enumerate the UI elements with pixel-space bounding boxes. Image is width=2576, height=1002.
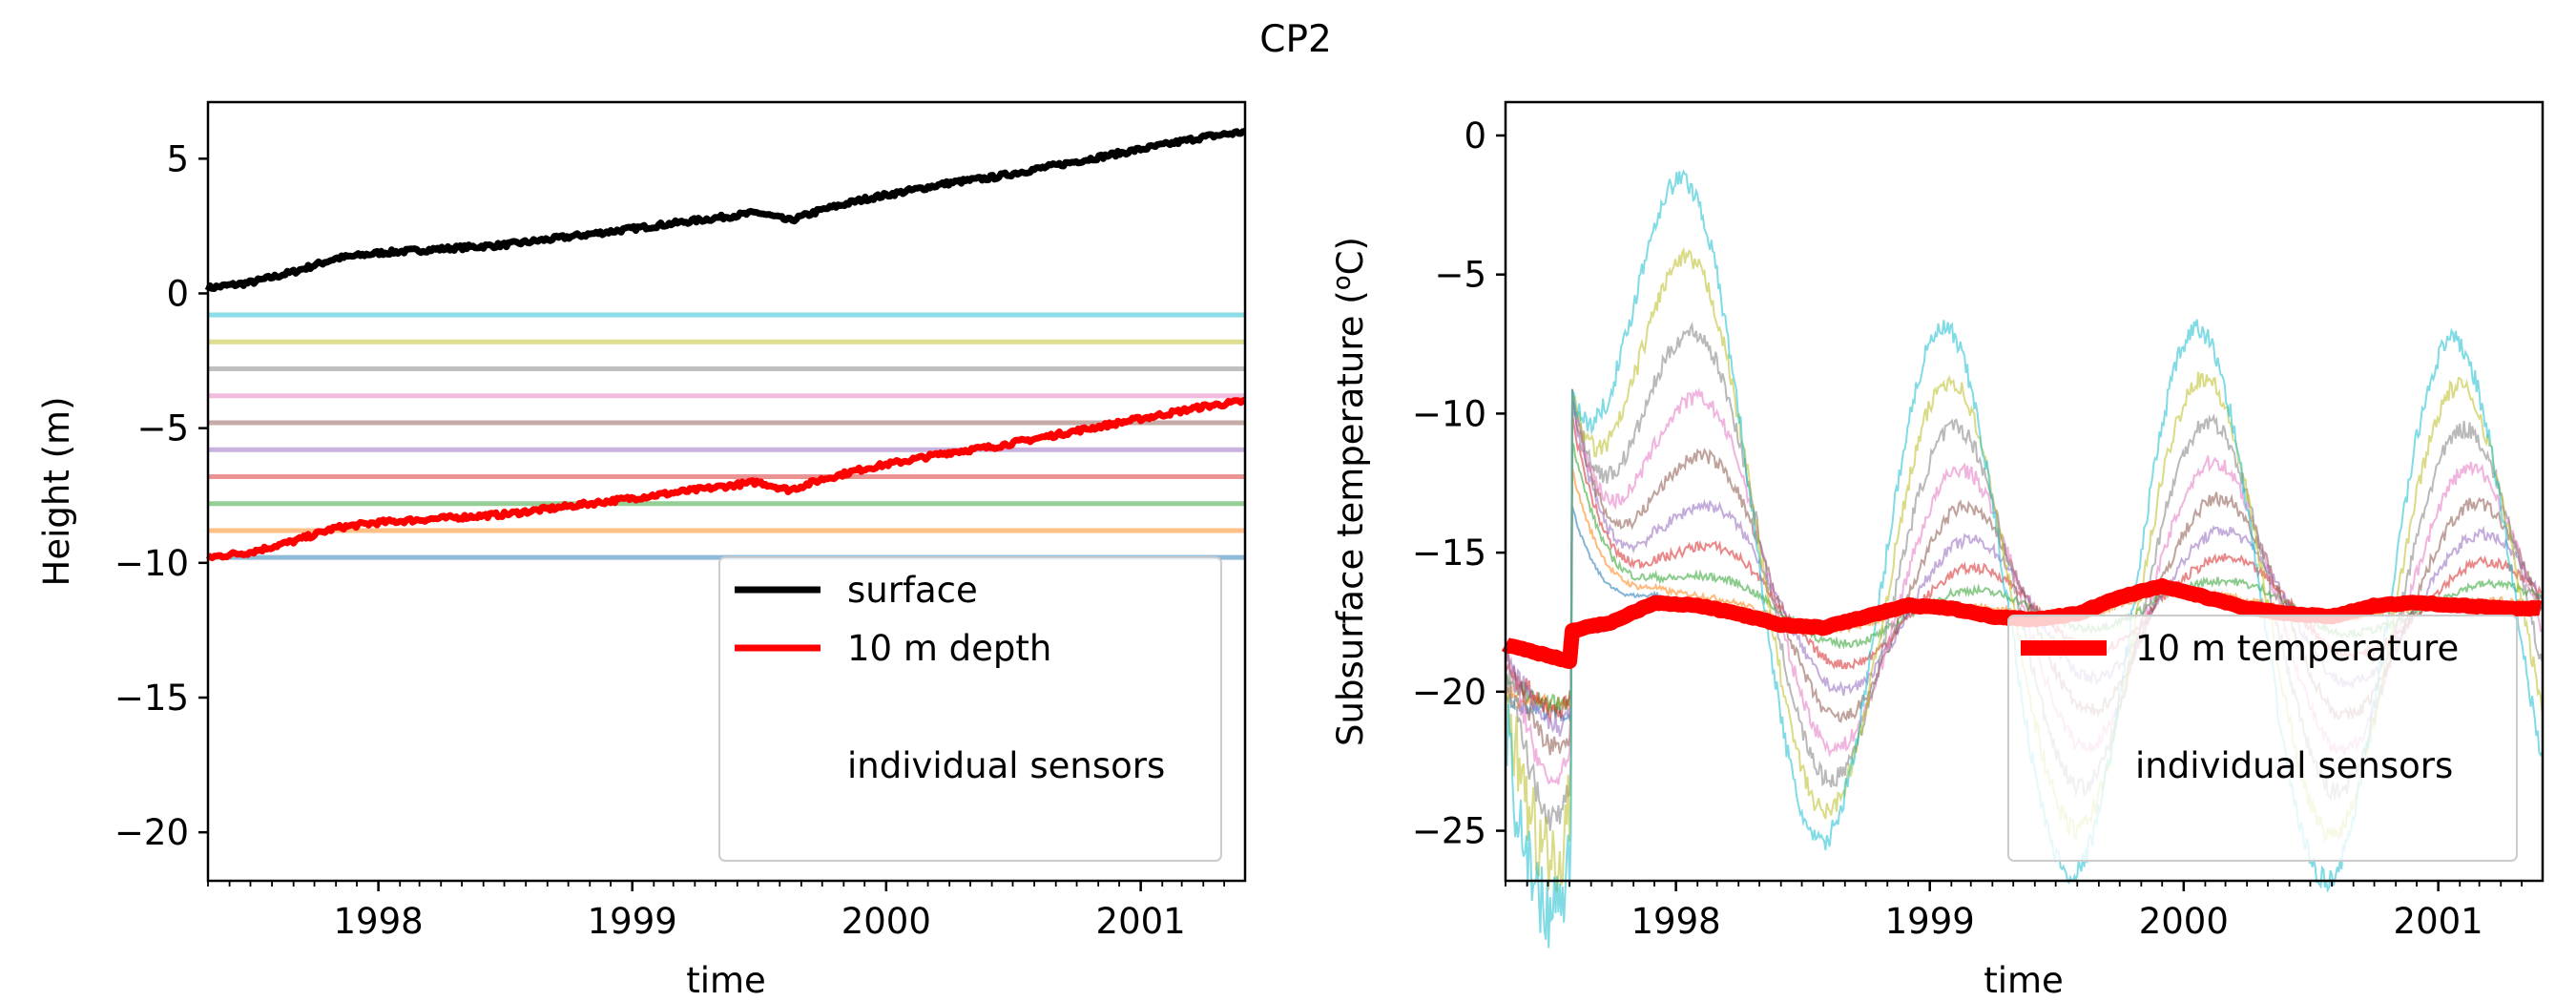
y-tick-label: −5 — [1434, 255, 1486, 296]
surface-line — [204, 128, 1247, 292]
depth-line — [205, 396, 1247, 562]
legend-temperature-label: 10 m temperature — [2135, 628, 2459, 669]
legend: surface 10 m depth individual sensors — [718, 556, 1222, 862]
y-ticks: 0 −5 −10 −15 −20 −25 — [1412, 115, 1506, 852]
x-ticks: 1998 1999 2000 2001 — [1505, 881, 2524, 942]
y-tick-label: −25 — [1412, 811, 1486, 852]
sensor-lines — [208, 312, 1245, 560]
axes-frame — [206, 100, 1247, 883]
y-tick-label: 5 — [166, 138, 189, 179]
legend-sensors-label: individual sensors — [847, 745, 1165, 786]
axes-frame — [1504, 100, 2545, 883]
y-axis-label: Height (m) — [36, 397, 77, 587]
y-tick-label: −20 — [114, 812, 189, 853]
legend-frame — [2007, 615, 2518, 862]
x-tick-label: 2001 — [1096, 901, 1186, 942]
y-tick-label: 0 — [166, 273, 189, 314]
x-tick-label: 1999 — [1885, 901, 1975, 942]
x-axis-label: time — [686, 960, 766, 1001]
y-ticks: 5 0 −5 −10 −15 −20 — [114, 138, 208, 853]
x-ticks: 1998 1999 2000 2001 — [207, 881, 1226, 942]
y-tick-label: 0 — [1464, 115, 1486, 157]
legend-surface-label: surface — [847, 570, 978, 611]
x-tick-label: 1998 — [1631, 901, 1721, 942]
y-tick-label: −10 — [114, 543, 189, 584]
x-axis-label: time — [1984, 960, 2064, 1001]
x-tick-label: 2000 — [2139, 901, 2229, 942]
legend-depth-label: 10 m depth — [847, 628, 1051, 669]
y-tick-label: −20 — [1412, 672, 1486, 713]
y-tick-label: −15 — [1412, 532, 1486, 574]
legend-sensors-label: individual sensors — [2135, 745, 2453, 786]
y-tick-label: −15 — [114, 678, 189, 719]
x-tick-label: 2000 — [841, 901, 931, 942]
y-tick-label: −10 — [1412, 393, 1486, 434]
y-tick-label: −5 — [136, 408, 189, 449]
temperature-panel: 0 −5 −10 −15 −20 −25 1998 1999 2000 2001 time Su… — [1328, 100, 2545, 1001]
x-tick-label: 1999 — [588, 901, 677, 942]
figure-suptitle: CP2 — [1259, 18, 1332, 61]
x-tick-label: 2001 — [2394, 901, 2483, 942]
legend: 10 m temperature individual sensors — [2007, 615, 2518, 862]
legend-frame — [718, 556, 1222, 862]
height-panel: 5 0 −5 −10 −15 −20 1998 1999 2000 2001 time Heig… — [36, 100, 1247, 1001]
y-axis-label: Subsurface temperature (oC) — [1328, 237, 1371, 746]
x-tick-label: 1998 — [334, 901, 424, 942]
